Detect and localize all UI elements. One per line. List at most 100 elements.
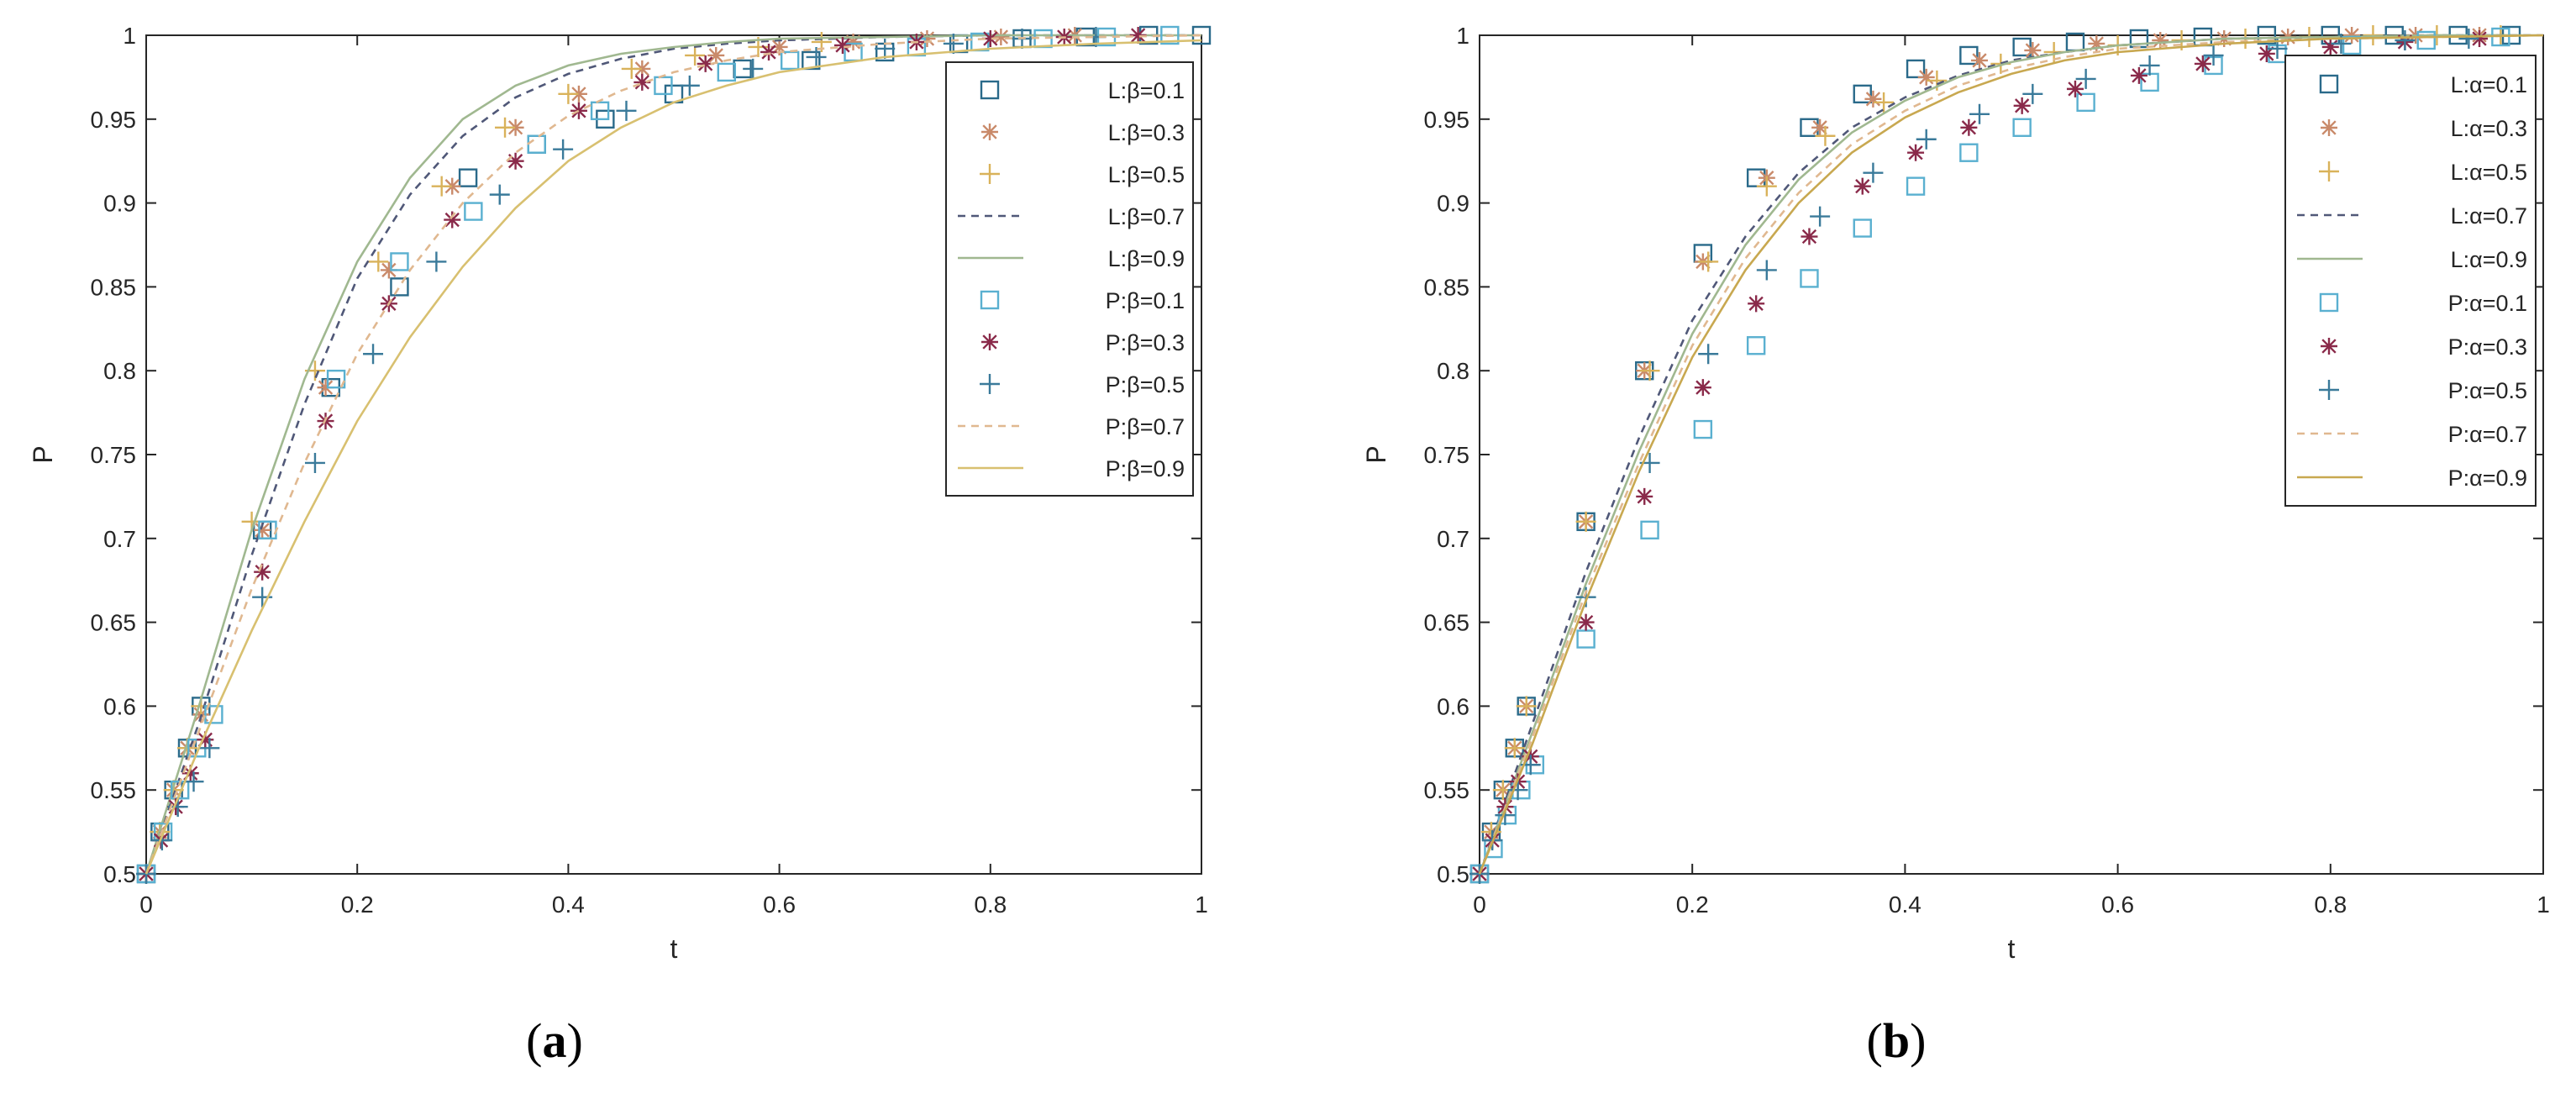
y-tick-label: 0.75 xyxy=(1424,442,1470,468)
panel-caption: (a) xyxy=(526,1013,583,1068)
data-point xyxy=(1853,84,1872,104)
data-point xyxy=(1916,129,1937,150)
legend-entry: P:β=0.9 xyxy=(1106,456,1185,481)
legend-swatch xyxy=(980,290,1000,310)
legend-entry: P:α=0.9 xyxy=(2448,465,2527,491)
data-point xyxy=(743,58,764,79)
legend-entry: P:β=0.3 xyxy=(1106,330,1185,355)
data-point xyxy=(1917,68,1935,86)
data-point xyxy=(390,277,409,297)
legend-swatch xyxy=(980,80,1000,100)
y-axis-label: P xyxy=(1361,445,1391,463)
data-point xyxy=(1160,25,1180,45)
data-point xyxy=(833,36,851,54)
data-point xyxy=(1698,251,1719,272)
data-point xyxy=(1516,696,1537,717)
data-point xyxy=(317,379,334,397)
y-tick-label: 0.9 xyxy=(103,191,136,217)
series-7 xyxy=(1469,28,2479,884)
data-point xyxy=(1959,143,1979,162)
data-point xyxy=(1853,177,1871,195)
legend-entry: L:β=0.7 xyxy=(1108,204,1185,229)
data-point xyxy=(2066,80,2084,97)
legend-swatch xyxy=(2319,161,2339,181)
data-point xyxy=(1811,118,1829,136)
legend-entry: L:α=0.3 xyxy=(2451,116,2527,141)
data-point xyxy=(1853,218,1872,238)
data-point xyxy=(697,55,714,72)
data-point xyxy=(770,38,788,55)
data-point xyxy=(2024,41,2042,59)
y-axis-label: P xyxy=(28,445,58,463)
data-point xyxy=(679,75,700,96)
data-point xyxy=(1129,27,1147,44)
legend-entry: P:β=0.7 xyxy=(1106,414,1185,439)
x-tick-label: 0.6 xyxy=(763,891,796,918)
data-point xyxy=(2458,28,2479,49)
legend-swatch xyxy=(2319,380,2339,400)
data-point xyxy=(204,705,223,724)
data-point xyxy=(326,369,346,389)
data-point xyxy=(1746,336,1766,355)
data-point xyxy=(1810,206,1831,227)
data-point xyxy=(2194,55,2211,72)
data-point xyxy=(1693,419,1713,439)
data-point xyxy=(1636,487,1653,505)
data-point xyxy=(431,176,452,197)
y-tick-label: 0.5 xyxy=(103,861,136,887)
data-point xyxy=(570,102,587,119)
data-point xyxy=(1863,162,1884,183)
legend-entry: L:α=0.5 xyxy=(2451,160,2527,185)
data-point xyxy=(1906,176,1926,196)
data-point xyxy=(2076,92,2095,113)
data-point xyxy=(458,168,478,187)
data-point xyxy=(390,252,409,271)
chart-panel-a: 0 0.2 0.4 0.6 0.8 1 0.5 0.55 0.6 0.65 0.7 0.75 0.8 0.… xyxy=(28,23,1212,1068)
data-point xyxy=(2013,97,2031,114)
x-tick-label: 0 xyxy=(1473,891,1486,918)
data-point xyxy=(1756,260,1777,281)
x-tick-label: 0.4 xyxy=(1889,891,1921,918)
y-tick-label: 0.65 xyxy=(1424,610,1470,636)
y-tick-label: 0.6 xyxy=(1437,693,1469,719)
series-line xyxy=(1478,34,2544,875)
data-point xyxy=(495,117,516,138)
data-point xyxy=(2075,68,2096,89)
series-line xyxy=(1478,34,2543,875)
x-tick-label: 0.8 xyxy=(2314,891,2347,918)
legend-entry: L:α=0.9 xyxy=(2451,247,2527,272)
x-tick-label: 0.4 xyxy=(552,891,585,918)
data-point xyxy=(254,521,271,539)
y-tick-label: 0.55 xyxy=(1424,777,1470,803)
data-point xyxy=(2321,38,2339,55)
data-point xyxy=(489,184,510,205)
legend-box xyxy=(945,61,1194,497)
y-tick-label: 0.85 xyxy=(91,274,137,300)
data-point xyxy=(2343,27,2361,44)
data-point xyxy=(1698,344,1719,365)
legend-entry: P:α=0.5 xyxy=(2448,378,2527,403)
legend-entry: P:β=0.1 xyxy=(1106,288,1185,313)
data-point xyxy=(2088,34,2105,52)
y-tick-label: 0.7 xyxy=(1437,526,1469,552)
data-point xyxy=(2152,31,2169,49)
data-point xyxy=(181,765,199,782)
y-tick-label: 0.85 xyxy=(1424,274,1470,300)
x-tick-label: 0.2 xyxy=(1676,891,1709,918)
panel-caption: (b) xyxy=(1867,1013,1927,1068)
data-point xyxy=(981,29,999,47)
data-point xyxy=(2342,35,2362,55)
data-point xyxy=(1969,103,1990,124)
data-point xyxy=(1575,511,1596,532)
legend-entry: P:α=0.7 xyxy=(2448,422,2527,447)
legend-entry: L:β=0.3 xyxy=(1108,120,1185,145)
data-point xyxy=(685,45,706,66)
data-point xyxy=(1507,780,1528,801)
data-point xyxy=(2331,33,2352,54)
data-point xyxy=(464,202,483,221)
data-point xyxy=(1971,51,1989,69)
legend-entry: P:β=0.5 xyxy=(1106,372,1185,397)
data-point xyxy=(1800,269,1819,288)
series-4 xyxy=(1478,34,2543,875)
